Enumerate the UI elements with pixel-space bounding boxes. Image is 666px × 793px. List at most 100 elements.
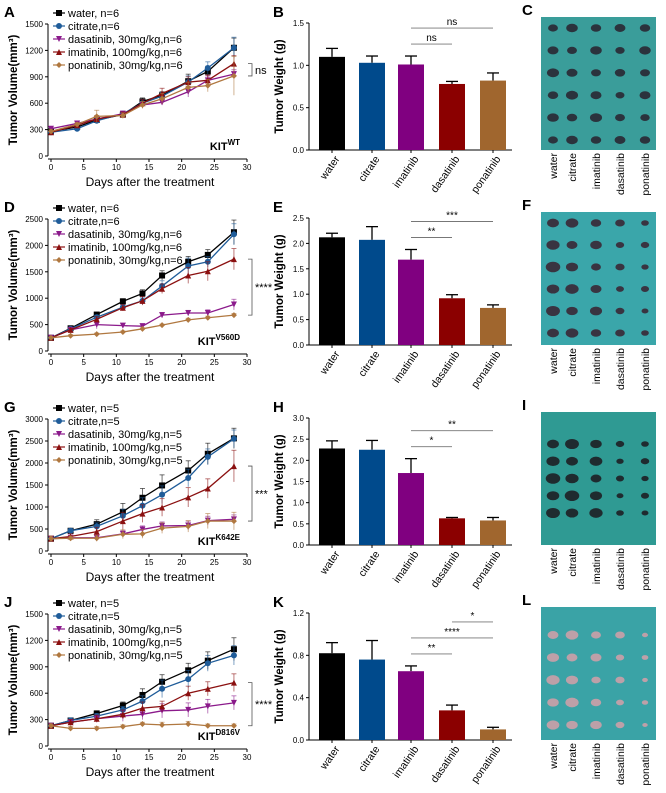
tumor-specimen bbox=[565, 508, 579, 518]
series-ponatinib bbox=[48, 720, 237, 732]
legend-label: citrate,n=6 bbox=[68, 21, 120, 33]
tumor-specimen bbox=[639, 46, 651, 55]
y-tick-label: 0.0 bbox=[293, 736, 305, 745]
y-tick-label: 1500 bbox=[25, 20, 43, 29]
legend-label: water, n=5 bbox=[67, 598, 119, 610]
photo-group-label: dasatinib bbox=[615, 348, 627, 390]
tumor-specimen bbox=[566, 653, 578, 662]
data-point bbox=[119, 531, 126, 538]
tumor-specimen bbox=[566, 306, 578, 316]
legend-marker bbox=[56, 62, 62, 68]
category-label: water bbox=[317, 153, 342, 182]
y-tick-label: 2000 bbox=[25, 241, 43, 250]
bar-dasatinib bbox=[439, 710, 465, 740]
y-tick-label: 0.0 bbox=[293, 541, 305, 550]
data-point bbox=[67, 725, 74, 732]
legend-marker bbox=[56, 431, 62, 437]
tumor-specimen bbox=[546, 720, 560, 730]
tumor-specimen bbox=[567, 46, 577, 55]
tumor-specimen bbox=[565, 473, 579, 484]
photo-group-label: ponatinib bbox=[640, 348, 652, 391]
data-point bbox=[159, 482, 166, 489]
x-tick-label: 15 bbox=[145, 753, 154, 762]
x-axis-label: Days after the treatment bbox=[86, 370, 215, 384]
tumor-specimen bbox=[590, 653, 602, 662]
data-point bbox=[139, 530, 146, 537]
x-tick-label: 15 bbox=[145, 358, 154, 367]
tumor-weight-chart: K 0.0 0.4 0.8 1.2 Tumor Weight (g) water citrat… bbox=[273, 594, 512, 786]
tumor-specimen bbox=[546, 305, 560, 317]
tumor-specimen bbox=[566, 113, 578, 122]
y-tick-label: 500 bbox=[30, 321, 44, 330]
tumor-specimen bbox=[616, 510, 624, 516]
y-tick-label: 2000 bbox=[25, 459, 43, 468]
photo-group-label: water bbox=[548, 548, 560, 575]
category-label: water bbox=[317, 548, 342, 577]
tumor-specimen bbox=[641, 475, 649, 482]
tumor-specimen bbox=[545, 261, 561, 273]
legend-label: water, n=5 bbox=[67, 403, 119, 415]
legend-label: water, n=6 bbox=[67, 8, 119, 20]
y-tick-label: 0 bbox=[39, 152, 44, 161]
category-label: water bbox=[317, 743, 342, 772]
legend-marker bbox=[56, 613, 62, 619]
data-point bbox=[48, 722, 54, 729]
tumor-specimen bbox=[590, 24, 602, 32]
legend-label: dasatinib, 30mg/kg,n=5 bbox=[68, 624, 182, 636]
tumor-specimen bbox=[565, 328, 579, 338]
x-tick-label: 30 bbox=[243, 753, 252, 762]
data-point bbox=[185, 272, 192, 279]
tumor-specimen bbox=[546, 68, 560, 78]
photo-group-label: water bbox=[548, 153, 560, 180]
y-tick-label: 1000 bbox=[25, 503, 43, 512]
tumor-specimen bbox=[615, 263, 625, 271]
y-tick-label: 0 bbox=[39, 347, 44, 356]
x-axis-label: Days after the treatment bbox=[86, 175, 215, 189]
category-label: imatinib bbox=[391, 349, 422, 386]
bar-citrate bbox=[359, 62, 385, 150]
comparison-label: **** bbox=[444, 627, 460, 638]
legend-label: ponatinib, 30mg/kg,n=6 bbox=[68, 60, 183, 72]
panel-letter: F bbox=[522, 197, 531, 214]
tumor-specimen bbox=[589, 306, 603, 316]
tumor-specimen bbox=[590, 720, 602, 730]
y-tick-label: 300 bbox=[30, 126, 44, 135]
data-point bbox=[67, 719, 74, 726]
tumor-specimen bbox=[564, 490, 580, 502]
photo-group-label: imatinib bbox=[591, 348, 603, 384]
panel-letter: J bbox=[4, 594, 12, 611]
y-axis-label: Tumor Volume(mm³) bbox=[8, 429, 20, 540]
significance-label: **** bbox=[255, 699, 273, 711]
x-tick-label: 30 bbox=[243, 358, 252, 367]
tumor-specimen bbox=[639, 91, 651, 100]
data-point bbox=[93, 331, 100, 338]
data-point bbox=[139, 691, 146, 698]
legend-marker bbox=[56, 36, 62, 42]
x-tick-label: 10 bbox=[112, 558, 121, 567]
x-tick-label: 5 bbox=[81, 358, 86, 367]
photo-group-label: citrate bbox=[567, 743, 579, 772]
tumor-specimen bbox=[546, 653, 560, 662]
tumor-specimen bbox=[615, 219, 625, 227]
tumor-specimen bbox=[548, 136, 558, 144]
comparison-label: ** bbox=[448, 420, 456, 431]
legend-label: citrate,n=6 bbox=[68, 216, 120, 228]
tumor-specimen bbox=[590, 240, 602, 250]
tumor-specimen bbox=[565, 630, 579, 640]
data-point bbox=[230, 722, 237, 729]
data-point bbox=[185, 84, 192, 91]
y-tick-label: 1500 bbox=[25, 610, 43, 619]
x-tick-label: 20 bbox=[177, 163, 186, 172]
data-point bbox=[185, 309, 192, 316]
tumor-specimen bbox=[615, 329, 625, 337]
tumor-specimen bbox=[615, 114, 625, 122]
tumor-specimen bbox=[589, 491, 603, 501]
tumor-specimen bbox=[566, 23, 578, 33]
x-tick-label: 30 bbox=[243, 163, 252, 172]
tumor-specimen bbox=[641, 330, 649, 336]
y-tick-label: 300 bbox=[30, 716, 44, 725]
x-axis-label: Days after the treatment bbox=[86, 765, 215, 779]
photo-group-label: citrate bbox=[567, 548, 579, 577]
photo-group-label: water bbox=[548, 348, 560, 375]
